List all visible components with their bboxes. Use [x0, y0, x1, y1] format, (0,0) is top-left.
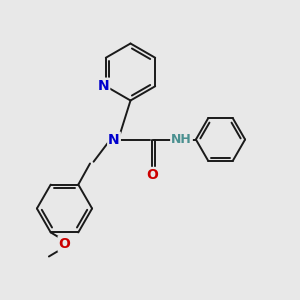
Text: O: O: [146, 168, 158, 182]
Text: O: O: [58, 237, 70, 251]
Text: N: N: [108, 133, 120, 146]
Text: N: N: [98, 79, 109, 93]
Text: NH: NH: [171, 133, 192, 146]
